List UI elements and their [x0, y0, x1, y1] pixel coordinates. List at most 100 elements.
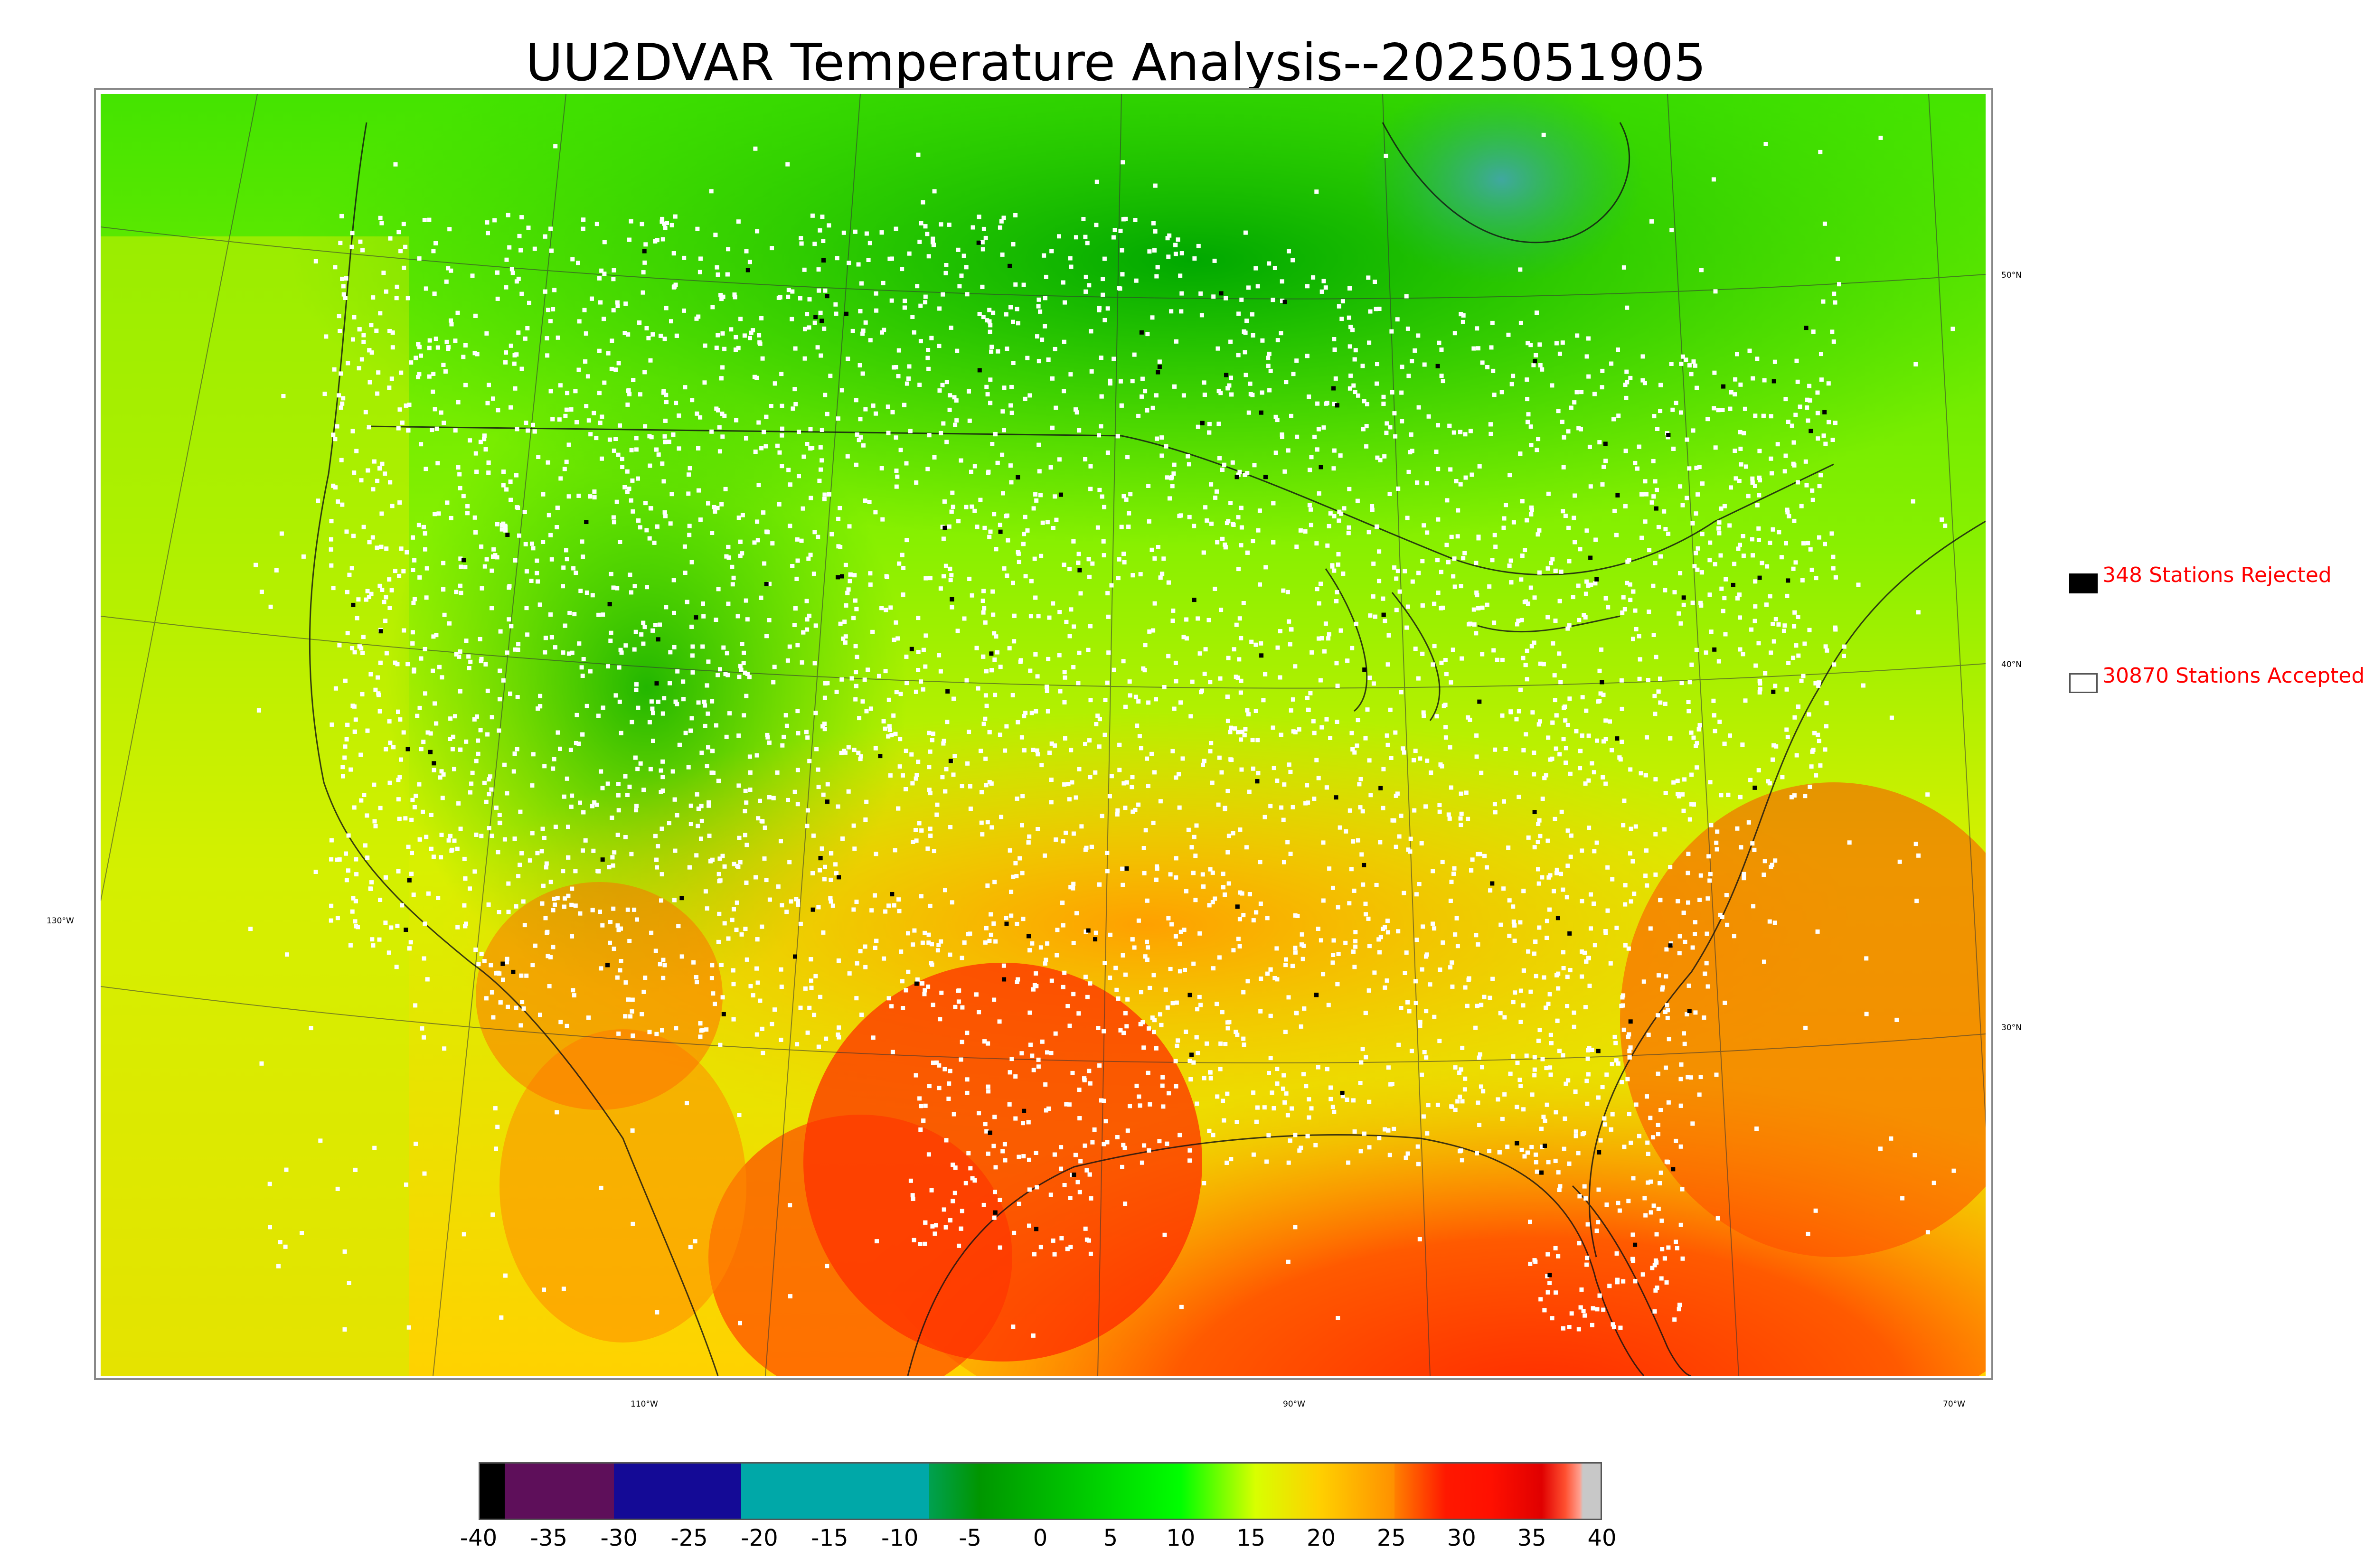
station-accepted-marker — [433, 701, 437, 706]
station-accepted-marker — [1036, 442, 1041, 447]
station-accepted-marker — [1008, 403, 1013, 408]
station-accepted-marker — [1586, 374, 1591, 379]
station-accepted-marker — [1275, 645, 1280, 650]
station-accepted-marker — [1160, 1075, 1165, 1080]
station-accepted-marker — [361, 635, 366, 639]
station-accepted-marker — [1659, 1218, 1664, 1223]
station-accepted-marker — [1088, 775, 1093, 779]
station-accepted-marker — [491, 396, 495, 401]
station-accepted-marker — [1567, 623, 1572, 628]
station-accepted-marker — [443, 369, 448, 374]
station-accepted-marker — [884, 608, 888, 612]
station-accepted-marker — [399, 546, 404, 551]
station-accepted-marker — [836, 958, 841, 963]
station-accepted-marker — [350, 646, 355, 650]
station-accepted-marker — [608, 638, 613, 643]
station-accepted-marker — [1089, 845, 1094, 849]
station-accepted-marker — [410, 851, 414, 855]
station-accepted-marker — [638, 392, 642, 397]
station-accepted-marker — [1404, 950, 1409, 955]
station-accepted-marker — [947, 524, 951, 529]
station-accepted-marker — [770, 541, 775, 546]
station-accepted-marker — [458, 486, 462, 490]
station-accepted-marker — [1487, 584, 1492, 589]
station-accepted-marker — [1645, 883, 1649, 888]
station-accepted-marker — [329, 537, 333, 542]
station-accepted-marker — [1253, 642, 1258, 647]
station-accepted-marker — [1751, 904, 1756, 909]
station-accepted-marker — [1038, 493, 1043, 498]
station-accepted-marker — [1217, 955, 1222, 960]
station-accepted-marker — [329, 519, 334, 524]
station-accepted-marker — [1032, 983, 1037, 987]
station-accepted-marker — [1573, 1134, 1578, 1138]
station-accepted-marker — [940, 525, 945, 529]
station-accepted-marker — [611, 515, 616, 520]
station-accepted-marker — [1553, 568, 1558, 573]
station-accepted-marker — [1526, 949, 1531, 954]
station-accepted-marker — [1069, 264, 1074, 269]
station-accepted-marker — [483, 447, 488, 452]
station-accepted-marker — [447, 227, 452, 232]
station-accepted-marker — [1168, 872, 1173, 877]
station-accepted-marker — [422, 956, 426, 961]
station-accepted-marker — [655, 238, 659, 243]
station-accepted-marker — [563, 896, 567, 901]
station-accepted-marker — [1823, 747, 1828, 752]
station-accepted-marker — [961, 254, 966, 258]
station-accepted-marker — [741, 661, 746, 666]
station-accepted-marker — [1545, 1274, 1550, 1278]
station-accepted-marker — [929, 1188, 934, 1192]
station-accepted-marker — [1563, 1116, 1567, 1121]
station-accepted-marker — [1123, 1011, 1128, 1015]
station-accepted-marker — [1394, 608, 1399, 612]
station-accepted-marker — [371, 943, 376, 948]
station-accepted-marker — [465, 504, 470, 508]
station-accepted-marker — [565, 776, 569, 781]
station-accepted-marker — [1358, 805, 1363, 810]
station-accepted-marker — [625, 402, 630, 407]
station-accepted-marker — [1255, 284, 1260, 289]
station-accepted-marker — [508, 479, 513, 484]
station-accepted-marker — [854, 900, 859, 904]
station-accepted-marker — [352, 315, 357, 319]
station-accepted-marker — [1071, 992, 1076, 996]
station-accepted-marker — [1102, 256, 1107, 261]
station-accepted-marker — [426, 891, 431, 896]
station-accepted-marker — [374, 329, 379, 333]
station-accepted-marker — [1753, 579, 1758, 584]
station-accepted-marker — [911, 840, 915, 844]
station-accepted-marker — [1219, 770, 1224, 775]
station-accepted-marker — [1691, 802, 1696, 807]
station-accepted-marker — [869, 908, 874, 913]
station-accepted-marker — [628, 573, 632, 577]
station-accepted-marker — [725, 651, 729, 656]
station-accepted-marker — [1653, 561, 1658, 565]
station-accepted-marker — [779, 967, 783, 972]
station-accepted-marker — [453, 428, 458, 433]
station-accepted-marker — [1707, 592, 1712, 597]
station-accepted-marker — [1633, 824, 1638, 829]
station-accepted-marker — [1211, 294, 1216, 299]
temperature-map[interactable] — [101, 94, 1986, 1376]
station-accepted-marker — [349, 767, 353, 772]
station-accepted-marker — [1027, 948, 1032, 953]
station-accepted-marker — [1644, 848, 1649, 853]
station-accepted-marker — [852, 846, 857, 851]
station-accepted-marker — [1345, 658, 1350, 663]
station-accepted-marker — [1601, 775, 1605, 779]
station-accepted-marker — [1303, 529, 1308, 534]
station-accepted-marker — [1323, 285, 1328, 290]
station-accepted-marker — [526, 225, 531, 230]
station-accepted-marker — [1435, 1102, 1440, 1107]
station-accepted-marker — [1560, 340, 1565, 345]
station-accepted-marker — [614, 499, 619, 504]
station-accepted-marker — [662, 510, 667, 515]
station-accepted-marker — [1431, 869, 1435, 873]
station-accepted-marker — [1028, 1042, 1033, 1047]
station-accepted-marker — [1723, 632, 1728, 637]
station-accepted-marker — [350, 704, 355, 708]
station-accepted-marker — [344, 851, 348, 856]
station-accepted-marker — [753, 450, 758, 454]
station-accepted-marker — [344, 737, 349, 742]
